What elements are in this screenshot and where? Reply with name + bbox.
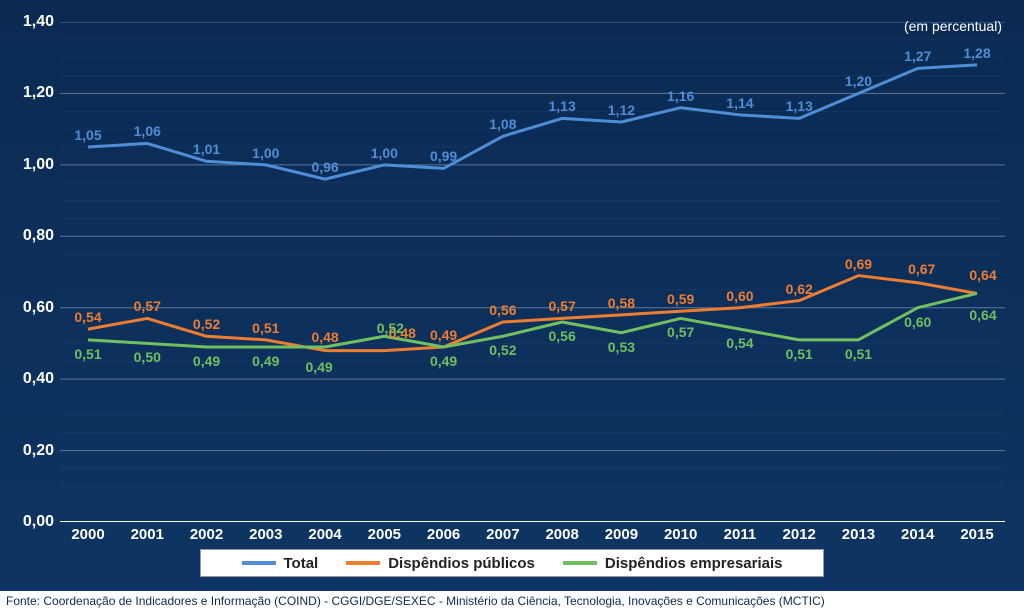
data-label: 1,20 — [845, 73, 872, 89]
legend-label: Total — [284, 555, 319, 572]
data-label: 0,62 — [786, 281, 813, 297]
data-label: 1,14 — [726, 95, 753, 111]
data-label: 0,67 — [908, 261, 935, 277]
data-label: 0,57 — [549, 298, 576, 314]
data-label: 0,49 — [430, 327, 457, 343]
data-label: 0,49 — [252, 353, 279, 369]
data-label: 0,69 — [845, 256, 872, 272]
y-tick-label: 0,60 — [23, 299, 54, 317]
x-tick-label: 2015 — [960, 526, 993, 543]
series-line — [88, 65, 977, 179]
data-label: 1,16 — [667, 88, 694, 104]
data-label: 1,01 — [193, 141, 220, 157]
x-tick-label: 2014 — [901, 526, 934, 543]
plot-area — [60, 22, 1005, 522]
x-tick-label: 2011 — [724, 526, 757, 543]
data-label: 1,28 — [963, 45, 990, 61]
data-label: 1,12 — [608, 102, 635, 118]
data-label: 0,57 — [134, 298, 161, 314]
y-axis: 0,000,200,400,600,801,001,201,40 — [10, 22, 54, 522]
x-tick-label: 2006 — [427, 526, 460, 543]
y-tick-label: 0,00 — [23, 513, 54, 531]
x-tick-label: 2005 — [368, 526, 401, 543]
data-label: 0,60 — [904, 314, 931, 330]
data-label: 0,49 — [193, 353, 220, 369]
x-tick-label: 2003 — [249, 526, 282, 543]
x-tick-label: 2010 — [664, 526, 697, 543]
data-label: 0,51 — [252, 320, 279, 336]
y-tick-label: 1,00 — [23, 156, 54, 174]
data-label: 0,60 — [726, 288, 753, 304]
data-label: 1,00 — [371, 145, 398, 161]
x-tick-label: 2009 — [605, 526, 638, 543]
y-tick-label: 1,20 — [23, 84, 54, 102]
data-label: 0,54 — [74, 309, 101, 325]
source-text: Fonte: Coordenação de Indicadores e Info… — [0, 591, 1024, 613]
data-label: 0,56 — [489, 302, 516, 318]
y-tick-label: 0,80 — [23, 227, 54, 245]
x-tick-label: 2002 — [190, 526, 223, 543]
data-label: 1,06 — [134, 123, 161, 139]
data-label: 0,48 — [311, 329, 338, 345]
data-label: 1,05 — [74, 127, 101, 143]
data-label: 0,52 — [377, 320, 404, 336]
x-tick-label: 2007 — [486, 526, 519, 543]
data-label: 0,99 — [430, 148, 457, 164]
y-tick-label: 1,40 — [23, 13, 54, 31]
data-label: 0,58 — [608, 295, 635, 311]
x-tick-label: 2013 — [842, 526, 875, 543]
legend-swatch — [563, 561, 597, 565]
data-label: 0,64 — [969, 267, 996, 283]
data-label: 0,51 — [845, 346, 872, 362]
x-tick-label: 2008 — [545, 526, 578, 543]
x-tick-label: 2000 — [71, 526, 104, 543]
data-label: 0,49 — [305, 359, 332, 375]
data-label: 0,50 — [134, 349, 161, 365]
legend: Total Dispêndios públicos Dispêndios empre… — [200, 549, 824, 577]
data-label: 0,64 — [969, 307, 996, 323]
legend-label: Dispêndios públicos — [388, 555, 535, 572]
data-label: 0,57 — [667, 324, 694, 340]
x-tick-label: 2001 — [131, 526, 164, 543]
legend-item: Dispêndios públicos — [346, 555, 535, 572]
data-label: 0,53 — [608, 339, 635, 355]
y-tick-label: 0,20 — [23, 442, 54, 460]
x-tick-label: 2012 — [783, 526, 816, 543]
data-label: 1,00 — [252, 145, 279, 161]
data-label: 1,13 — [549, 98, 576, 114]
data-label: 0,52 — [193, 316, 220, 332]
legend-swatch — [242, 561, 276, 565]
data-label: 1,27 — [904, 48, 931, 64]
chart-container: (em percentual) 0,000,200,400,600,801,00… — [0, 0, 1024, 613]
legend-item: Dispêndios empresariais — [563, 555, 783, 572]
data-label: 1,08 — [489, 116, 516, 132]
data-label: 0,54 — [726, 335, 753, 351]
data-label: 0,56 — [549, 328, 576, 344]
x-tick-label: 2004 — [308, 526, 341, 543]
x-axis: 2000 2001 2002 2003 2004 2005 2006 2007 2008 2009… — [60, 526, 1005, 548]
data-label: 1,13 — [786, 98, 813, 114]
legend-item: Total — [242, 555, 319, 572]
y-tick-label: 0,40 — [23, 370, 54, 388]
legend-label: Dispêndios empresariais — [605, 555, 783, 572]
data-label: 0,96 — [311, 159, 338, 175]
data-label: 0,51 — [74, 346, 101, 362]
data-label: 0,52 — [489, 342, 516, 358]
data-label: 0,51 — [786, 346, 813, 362]
data-label: 0,49 — [430, 353, 457, 369]
data-label: 0,59 — [667, 291, 694, 307]
legend-swatch — [346, 561, 380, 565]
